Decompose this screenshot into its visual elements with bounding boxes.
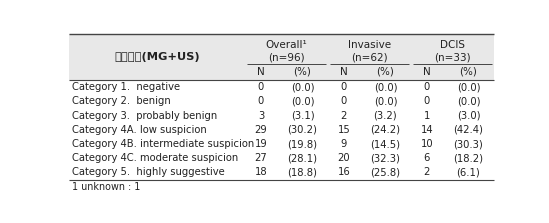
Text: Category 5.  highly suggestive: Category 5. highly suggestive bbox=[72, 167, 225, 178]
Text: 19: 19 bbox=[255, 139, 267, 149]
Text: 3: 3 bbox=[258, 111, 264, 121]
Text: (0.0): (0.0) bbox=[457, 96, 480, 106]
Text: 병용검진(MG+US): 병용검진(MG+US) bbox=[114, 52, 200, 62]
Text: (n=96): (n=96) bbox=[268, 52, 305, 62]
Text: N: N bbox=[257, 67, 265, 77]
Text: (%): (%) bbox=[294, 67, 311, 77]
Text: (14.5): (14.5) bbox=[371, 139, 400, 149]
Text: 0: 0 bbox=[258, 96, 264, 106]
Text: 29: 29 bbox=[255, 125, 267, 135]
Text: (19.8): (19.8) bbox=[288, 139, 317, 149]
Text: Category 1.  negative: Category 1. negative bbox=[72, 82, 180, 92]
Text: 0: 0 bbox=[424, 82, 430, 92]
Text: (30.3): (30.3) bbox=[453, 139, 483, 149]
Text: (0.0): (0.0) bbox=[374, 96, 397, 106]
Text: (%): (%) bbox=[460, 67, 477, 77]
Text: 1 unknown : 1: 1 unknown : 1 bbox=[72, 182, 141, 192]
Text: 0: 0 bbox=[341, 82, 347, 92]
Bar bbox=[69, 94, 494, 108]
Text: (n=33): (n=33) bbox=[434, 52, 471, 62]
Text: 18: 18 bbox=[255, 167, 267, 178]
Text: Overall¹: Overall¹ bbox=[266, 40, 307, 50]
Text: (0.0): (0.0) bbox=[374, 82, 397, 92]
Text: Category 2.  benign: Category 2. benign bbox=[72, 96, 171, 106]
Text: (42.4): (42.4) bbox=[453, 125, 483, 135]
Text: 16: 16 bbox=[338, 167, 350, 178]
Text: (28.1): (28.1) bbox=[288, 153, 317, 163]
Text: 0: 0 bbox=[341, 96, 347, 106]
Bar bbox=[69, 151, 494, 165]
Text: 6: 6 bbox=[424, 153, 430, 163]
Bar bbox=[69, 80, 494, 94]
Text: (0.0): (0.0) bbox=[290, 96, 314, 106]
Text: Category 4A. low suspicion: Category 4A. low suspicion bbox=[72, 125, 207, 135]
Text: N: N bbox=[423, 67, 431, 77]
Text: 2: 2 bbox=[341, 111, 347, 121]
Text: (18.2): (18.2) bbox=[453, 153, 483, 163]
Text: DCIS: DCIS bbox=[440, 40, 465, 50]
Text: 0: 0 bbox=[258, 82, 264, 92]
Text: (24.2): (24.2) bbox=[371, 125, 400, 135]
Bar bbox=[69, 108, 494, 123]
Text: Category 3.  probably benign: Category 3. probably benign bbox=[72, 111, 217, 121]
Bar bbox=[69, 137, 494, 151]
Text: 20: 20 bbox=[338, 153, 350, 163]
Text: Invasive: Invasive bbox=[348, 40, 391, 50]
Text: 0: 0 bbox=[424, 96, 430, 106]
Bar bbox=[69, 34, 494, 80]
Text: 15: 15 bbox=[338, 125, 350, 135]
Text: 14: 14 bbox=[421, 125, 433, 135]
Text: N: N bbox=[340, 67, 348, 77]
Text: (30.2): (30.2) bbox=[288, 125, 317, 135]
Text: (32.3): (32.3) bbox=[371, 153, 400, 163]
Text: (3.0): (3.0) bbox=[457, 111, 480, 121]
Text: (3.2): (3.2) bbox=[374, 111, 397, 121]
Text: (3.1): (3.1) bbox=[290, 111, 314, 121]
Text: (6.1): (6.1) bbox=[457, 167, 480, 178]
Text: 10: 10 bbox=[421, 139, 433, 149]
Text: Category 4B. intermediate suspicion: Category 4B. intermediate suspicion bbox=[72, 139, 254, 149]
Bar bbox=[69, 165, 494, 180]
Text: 1: 1 bbox=[424, 111, 430, 121]
Text: 2: 2 bbox=[424, 167, 430, 178]
Text: (0.0): (0.0) bbox=[290, 82, 314, 92]
Text: (18.8): (18.8) bbox=[288, 167, 317, 178]
Text: 9: 9 bbox=[341, 139, 347, 149]
Text: (25.8): (25.8) bbox=[371, 167, 400, 178]
Text: Category 4C. moderate suspicion: Category 4C. moderate suspicion bbox=[72, 153, 238, 163]
Text: (%): (%) bbox=[377, 67, 394, 77]
Text: (0.0): (0.0) bbox=[457, 82, 480, 92]
Text: 27: 27 bbox=[255, 153, 267, 163]
Bar bbox=[69, 123, 494, 137]
Text: (n=62): (n=62) bbox=[351, 52, 388, 62]
